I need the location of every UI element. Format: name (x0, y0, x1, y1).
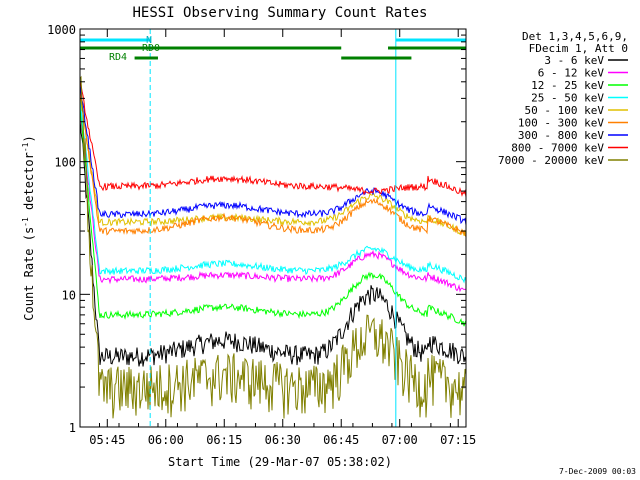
plot-frame (79, 28, 467, 428)
x-tick-label-6: 07:00 (382, 433, 418, 447)
y-tick-label-1: 1 (69, 421, 76, 435)
footer-date: 7-Dec-2009 00:03 (559, 467, 636, 476)
x-tick-label-2: 06:00 (148, 433, 184, 447)
axis-ticks: 05:45 06:00 06:15 06:30 06:45 07:00 07:15 1 10 10… (47, 23, 476, 447)
y-axis-label-main: Count Rate (s (22, 227, 36, 321)
series-line-3 (79, 104, 467, 327)
x-tick-label-5: 06:45 (323, 433, 359, 447)
legend-label-2: 6 - 12 keV (538, 67, 605, 80)
y-axis-label-sup2: -1 (21, 142, 30, 152)
x-tick-label-1: 05:45 (89, 433, 125, 447)
legend: Det 1,3,4,5,6,9, FDecim 1, Att 0 3 - 6 k… (498, 30, 628, 167)
y-tick-label-4: 1000 (47, 23, 76, 37)
flag-label-rd4: RD4 (109, 52, 127, 63)
series-line-1 (79, 113, 467, 367)
x-tick-label-7: 07:15 (440, 433, 476, 447)
legend-label-8: 800 - 7000 keV (511, 142, 604, 155)
legend-label-7: 300 - 800 keV (518, 129, 604, 142)
series-line-2 (79, 108, 467, 293)
flag-label-rd0: RD0 (142, 43, 160, 54)
chart-title: HESSI Observing Summary Count Rates (132, 5, 427, 21)
series-line-9 (79, 75, 467, 419)
legend-label-6: 100 - 300 keV (518, 117, 604, 130)
legend-label-3: 12 - 25 keV (531, 79, 604, 92)
y-axis-label-end: ) (22, 135, 36, 142)
flag-label-n: N (146, 35, 152, 46)
legend-header-2: FDecim 1, Att 0 (529, 42, 628, 55)
x-tick-label-3: 06:15 (206, 433, 242, 447)
legend-label-9: 7000 - 20000 keV (498, 154, 604, 167)
y-axis-label-sup1: -1 (21, 217, 30, 227)
series-line-7 (79, 83, 467, 226)
y-tick-label-2: 10 (62, 288, 76, 302)
x-tick-label-4: 06:30 (265, 433, 301, 447)
legend-label-4: 25 - 50 keV (531, 92, 604, 105)
legend-header-1: Det 1,3,4,5,6,9, (522, 30, 628, 43)
series-line-8 (79, 81, 467, 198)
y-tick-label-3: 100 (54, 156, 76, 170)
series-line-6 (79, 89, 467, 238)
series-line-5 (79, 97, 467, 236)
series-line-4 (79, 97, 467, 284)
y-axis-label-mid: detector (22, 152, 36, 217)
legend-label-5: 50 - 100 keV (525, 104, 605, 117)
legend-label-1: 3 - 6 keV (544, 54, 604, 67)
y-axis-label: Count Rate (s-1 detector-1) (21, 135, 36, 320)
x-axis-label: Start Time (29-Mar-07 05:38:02) (168, 455, 392, 469)
